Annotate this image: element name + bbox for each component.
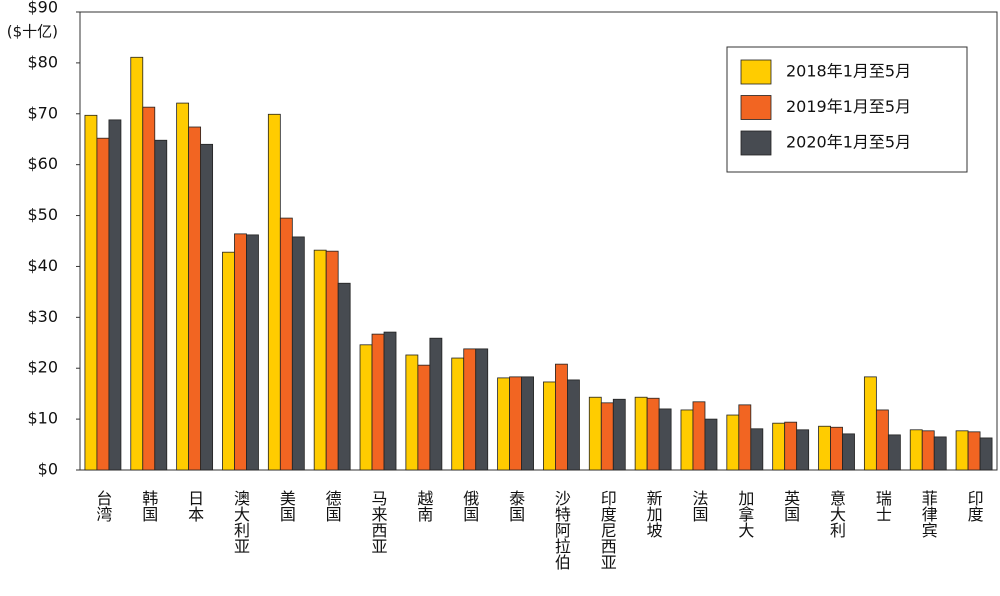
bar — [818, 425, 831, 471]
bar — [967, 431, 981, 471]
bar — [475, 348, 489, 471]
x-tick-label: 法国 — [689, 490, 708, 522]
x-tick-label: 俄国 — [460, 490, 479, 522]
x-tick-label: 泰国 — [506, 490, 525, 522]
y-tick-label: $70 — [27, 103, 58, 122]
bar — [337, 282, 351, 471]
bar — [658, 408, 672, 471]
x-tick-label: 新加坡 — [644, 490, 663, 538]
legend-label: 2019年1月至5月 — [786, 97, 911, 116]
bar — [142, 106, 156, 471]
bar — [267, 113, 281, 471]
bar — [796, 429, 810, 471]
y-tick-label: $40 — [27, 256, 58, 275]
bar — [246, 234, 259, 471]
y-tick-label: $30 — [27, 307, 58, 326]
bar — [772, 422, 786, 471]
bar — [863, 376, 877, 471]
bar — [933, 436, 947, 471]
x-tick-label: 澳大利亚 — [231, 490, 250, 554]
y-tick-label: $20 — [27, 358, 58, 377]
x-tick-label: 加拿大 — [735, 490, 754, 538]
bar — [921, 430, 935, 471]
bar — [497, 377, 510, 471]
x-tick-label: 印度尼西亚 — [598, 490, 617, 570]
x-tick-label: 韩国 — [139, 490, 158, 522]
legend-label: 2020年1月至5月 — [786, 133, 911, 152]
bar — [750, 428, 764, 471]
bar — [405, 354, 419, 471]
bar — [612, 398, 626, 471]
bar — [588, 396, 602, 471]
x-tick-label: 瑞士 — [873, 490, 892, 522]
bar — [130, 56, 144, 471]
bar — [646, 397, 660, 471]
x-tick-label: 日本 — [185, 490, 204, 522]
bar — [680, 409, 694, 471]
bar — [955, 430, 969, 471]
x-tick-label: 德国 — [323, 490, 342, 522]
bar — [188, 126, 202, 471]
bar — [96, 137, 110, 471]
bar — [726, 414, 740, 471]
plot-frame — [79, 11, 998, 471]
bar — [738, 404, 752, 471]
bar — [979, 437, 993, 471]
legend-label: 2018年1月至5月 — [786, 62, 911, 81]
bar — [154, 139, 168, 471]
bar — [509, 376, 522, 471]
y-tick-label: $10 — [27, 409, 58, 428]
y-tick-label: $0 — [38, 460, 58, 479]
bar — [600, 402, 614, 471]
bar — [84, 114, 98, 471]
bar — [692, 401, 706, 471]
bar — [429, 337, 443, 471]
bar — [784, 421, 798, 471]
bar — [521, 376, 534, 471]
y-axis-label: ($十亿) — [7, 23, 58, 41]
x-tick-label: 菲律宾 — [919, 490, 938, 538]
y-tick-label: $60 — [27, 154, 58, 173]
bar — [279, 217, 293, 471]
bar — [875, 409, 889, 471]
x-tick-label: 美国 — [277, 490, 296, 522]
x-tick-label: 台湾 — [93, 490, 112, 522]
y-tick-label: $80 — [27, 52, 58, 71]
bar — [222, 251, 235, 471]
bar — [371, 333, 385, 471]
bar — [359, 344, 373, 471]
bar — [463, 348, 477, 471]
bar — [234, 233, 247, 471]
bar — [909, 429, 923, 471]
legend-swatch — [740, 130, 772, 156]
bar — [567, 379, 580, 471]
bar — [555, 363, 568, 471]
x-tick-label: 印度 — [965, 490, 984, 522]
x-tick-label: 意大利 — [827, 489, 846, 538]
bar — [291, 236, 305, 471]
bar — [451, 357, 465, 471]
bar — [108, 119, 122, 471]
bar — [417, 364, 431, 471]
bar — [830, 426, 843, 471]
legend-swatch — [740, 59, 772, 85]
bar — [704, 418, 718, 471]
y-tick-label: $50 — [27, 205, 58, 224]
bar — [543, 381, 556, 471]
bar — [313, 249, 327, 471]
bar — [842, 433, 855, 471]
bar — [325, 250, 339, 471]
x-tick-label: 马来西亚 — [369, 490, 388, 554]
bar — [383, 331, 397, 471]
bar — [634, 396, 648, 471]
legend-swatch — [740, 95, 772, 120]
x-tick-label: 越南 — [414, 490, 433, 522]
bar — [887, 434, 901, 471]
bar — [200, 143, 214, 471]
x-tick-label: 英国 — [781, 490, 800, 522]
bar — [176, 102, 190, 471]
x-tick-label: 沙特阿拉伯 — [552, 490, 571, 570]
y-tick-label: $90 — [27, 0, 58, 17]
